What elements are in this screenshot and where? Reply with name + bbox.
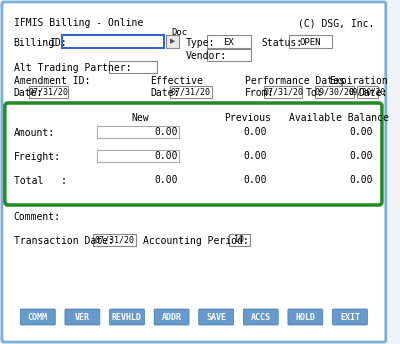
- Text: Date:: Date:: [150, 88, 180, 98]
- Text: Date:: Date:: [359, 88, 388, 98]
- Text: Billing: Billing: [14, 38, 55, 48]
- Text: Accounting Period:: Accounting Period:: [144, 236, 249, 246]
- FancyBboxPatch shape: [357, 86, 378, 98]
- Text: ID:: ID:: [50, 38, 68, 48]
- Text: 0.00: 0.00: [350, 127, 373, 137]
- Text: 07/31/20: 07/31/20: [263, 87, 303, 97]
- FancyBboxPatch shape: [208, 35, 251, 48]
- Text: 09/30/20: 09/30/20: [349, 87, 386, 97]
- FancyBboxPatch shape: [5, 103, 382, 205]
- Text: Performance Dates: Performance Dates: [245, 76, 345, 86]
- Text: 0.00: 0.00: [154, 127, 177, 137]
- Text: Previous: Previous: [224, 113, 271, 123]
- Text: 0.00: 0.00: [243, 127, 266, 137]
- Text: Type:: Type:: [186, 38, 216, 48]
- Text: SAVE: SAVE: [206, 312, 226, 322]
- Text: To:: To:: [305, 88, 323, 98]
- Text: From:: From:: [245, 88, 275, 98]
- FancyBboxPatch shape: [315, 86, 354, 98]
- FancyBboxPatch shape: [62, 35, 164, 48]
- FancyBboxPatch shape: [154, 309, 189, 325]
- Text: VER: VER: [75, 312, 90, 322]
- Text: ADDR: ADDR: [162, 312, 182, 322]
- Text: 0.00: 0.00: [243, 151, 266, 161]
- Text: Effective: Effective: [150, 76, 203, 86]
- Text: Vendor:: Vendor:: [186, 51, 227, 61]
- Text: 07/31/20: 07/31/20: [171, 87, 211, 97]
- Text: Doc: Doc: [171, 28, 187, 37]
- Text: (C) DSG, Inc.: (C) DSG, Inc.: [298, 18, 374, 28]
- Text: Alt Trading Partner:: Alt Trading Partner:: [14, 63, 131, 73]
- Text: 0.00: 0.00: [154, 151, 177, 161]
- Text: 10: 10: [234, 236, 244, 245]
- Text: 07/31/20: 07/31/20: [28, 87, 68, 97]
- FancyBboxPatch shape: [2, 2, 386, 342]
- Text: 0.00: 0.00: [350, 151, 373, 161]
- Text: 07/31/20: 07/31/20: [94, 236, 134, 245]
- FancyBboxPatch shape: [243, 309, 278, 325]
- Text: Available Balance: Available Balance: [289, 113, 389, 123]
- Text: ▶: ▶: [170, 39, 175, 44]
- FancyBboxPatch shape: [289, 35, 332, 48]
- FancyBboxPatch shape: [208, 49, 251, 61]
- Text: COMM: COMM: [28, 312, 48, 322]
- Text: 09/30/20: 09/30/20: [314, 87, 354, 97]
- Text: REVHLD: REVHLD: [112, 312, 142, 322]
- Text: Status:: Status:: [262, 38, 303, 48]
- Text: EX: EX: [223, 37, 234, 46]
- Text: New: New: [132, 113, 149, 123]
- Text: EXIT: EXIT: [340, 312, 360, 322]
- FancyBboxPatch shape: [29, 86, 68, 98]
- FancyBboxPatch shape: [97, 150, 179, 162]
- Text: Amendment ID:: Amendment ID:: [14, 76, 90, 86]
- Text: 0.00: 0.00: [154, 175, 177, 185]
- Text: Expiration: Expiration: [330, 76, 388, 86]
- Text: ACCS: ACCS: [251, 312, 271, 322]
- FancyBboxPatch shape: [93, 234, 136, 246]
- FancyBboxPatch shape: [97, 126, 179, 138]
- Text: Freight:: Freight:: [14, 152, 60, 162]
- FancyBboxPatch shape: [20, 309, 55, 325]
- Text: OPEN: OPEN: [300, 37, 321, 46]
- FancyBboxPatch shape: [332, 309, 367, 325]
- Text: Total   :: Total :: [14, 176, 66, 186]
- FancyBboxPatch shape: [108, 61, 157, 73]
- Text: Comment:: Comment:: [14, 212, 60, 222]
- Text: IFMIS Billing - Online: IFMIS Billing - Online: [14, 18, 143, 28]
- FancyBboxPatch shape: [288, 309, 323, 325]
- FancyBboxPatch shape: [166, 35, 179, 48]
- FancyBboxPatch shape: [65, 309, 100, 325]
- Text: Date:: Date:: [14, 88, 43, 98]
- FancyBboxPatch shape: [229, 234, 250, 246]
- Text: 0.00: 0.00: [243, 175, 266, 185]
- FancyBboxPatch shape: [170, 86, 212, 98]
- Text: Transaction Date:: Transaction Date:: [14, 236, 114, 246]
- FancyBboxPatch shape: [110, 309, 144, 325]
- FancyBboxPatch shape: [199, 309, 234, 325]
- Text: Amount:: Amount:: [14, 128, 55, 138]
- Text: 0.00: 0.00: [350, 175, 373, 185]
- FancyBboxPatch shape: [264, 86, 302, 98]
- Text: HOLD: HOLD: [295, 312, 315, 322]
